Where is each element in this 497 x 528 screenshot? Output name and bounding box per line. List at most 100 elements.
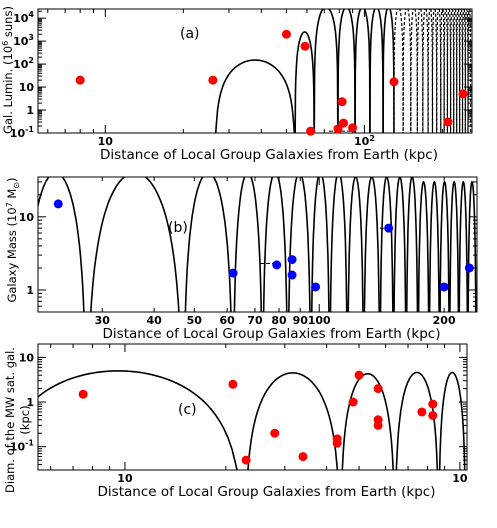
panel-label: (b) <box>168 220 188 236</box>
curve-lobe <box>184 177 232 312</box>
x-tick-label: 30 <box>95 314 111 327</box>
y-tick-label: 102 <box>13 56 34 71</box>
data-point <box>458 89 468 99</box>
data-point <box>298 452 308 462</box>
y-tick-label: 104 <box>13 10 34 25</box>
data-point <box>332 434 342 444</box>
curve-lobe <box>341 373 394 470</box>
ticks <box>38 9 472 134</box>
data-point <box>389 77 399 87</box>
data-point <box>337 97 347 107</box>
curve-lobe <box>310 177 330 312</box>
y-axis-label: (kpc) <box>18 405 32 434</box>
curve-lobe <box>464 9 469 133</box>
curve-lobe <box>443 9 448 133</box>
ticks <box>38 177 477 313</box>
curve-lobe <box>379 177 394 312</box>
curve-lobe <box>416 9 424 133</box>
y-axis-label: Galaxy Mass (107 M⊙) <box>5 177 21 302</box>
y-tick-label: 1 <box>26 104 34 117</box>
data-point <box>373 420 383 430</box>
curve-lobe <box>363 177 380 312</box>
data-point <box>53 199 63 209</box>
data-point <box>241 455 251 465</box>
curve-lobe <box>347 177 364 312</box>
curve-lobe <box>439 180 450 312</box>
x-axis-label: Distance of Local Group Galaxies from Ea… <box>103 326 441 342</box>
data-point <box>75 75 85 85</box>
data-point <box>287 255 297 265</box>
x-tick-label: 200 <box>433 314 456 327</box>
y-tick-label: 10 <box>19 211 35 224</box>
data-point <box>354 370 364 380</box>
x-tick-label: 90 <box>293 314 309 327</box>
data-point <box>417 407 427 417</box>
curve-lobe <box>417 180 430 312</box>
curve-lobe <box>436 9 442 133</box>
panel-label: (a) <box>180 26 200 42</box>
y-tick-label: 1 <box>26 396 34 409</box>
x-tick-label: 70 <box>247 314 263 327</box>
curve-lobe <box>453 9 458 133</box>
curve-lobe <box>431 9 438 133</box>
curve-lobe <box>337 9 356 133</box>
curve-lobe <box>428 180 440 312</box>
data-point <box>373 384 383 394</box>
x-tick-label: 10 <box>452 472 468 485</box>
plot-frame <box>37 8 473 134</box>
data-point <box>348 397 358 407</box>
y-tick-label: 1 <box>26 284 34 297</box>
x-tick-label: 50 <box>187 314 203 327</box>
data-point <box>348 123 358 133</box>
theory-curve <box>38 177 477 312</box>
data-point <box>311 282 321 292</box>
data-point <box>428 399 438 409</box>
curve-lobe <box>395 371 439 470</box>
x-tick-label: 102 <box>354 134 375 148</box>
curve-lobe <box>369 9 384 133</box>
x-tick-label: 100 <box>308 314 331 327</box>
curve-lobe <box>38 370 238 470</box>
data-point <box>78 389 88 399</box>
data-point <box>300 41 310 51</box>
data-point <box>270 428 280 438</box>
curve-lobe <box>294 31 315 133</box>
x-tick-label: 80 <box>271 314 287 327</box>
curve-lobe <box>38 177 85 312</box>
y-tick-label: 103 <box>13 33 34 48</box>
data-point <box>439 282 449 292</box>
plot-frame <box>37 343 468 471</box>
curve-lobe <box>313 9 339 133</box>
curve-lobe <box>214 59 296 133</box>
curve-lobe <box>329 177 348 312</box>
data-point <box>338 118 348 128</box>
curve-lobe <box>459 9 464 133</box>
theory-curve <box>38 370 466 470</box>
data-point <box>272 260 282 270</box>
curve-lobe <box>410 9 418 133</box>
curve-lobe <box>467 180 477 312</box>
curve-lobe <box>449 180 460 312</box>
x-axis-label: Distance of Local Group Galaxies from Ea… <box>98 484 436 500</box>
curve-lobe <box>461 9 466 133</box>
curve-lobe <box>288 177 311 312</box>
y-tick-label: 10 <box>19 81 35 94</box>
data-point <box>228 268 238 278</box>
data-point <box>208 75 218 85</box>
curve-lobe <box>440 9 445 133</box>
curve-lobe <box>427 9 434 133</box>
plot-frame <box>37 176 478 313</box>
x-tick-label: 10 <box>98 135 114 148</box>
data-point <box>287 270 297 280</box>
curve-lobe <box>405 177 419 312</box>
data-point <box>228 379 238 389</box>
panel-label: (c) <box>178 402 197 418</box>
data-point <box>443 117 453 127</box>
curve-lobe <box>393 9 404 133</box>
x-axis-label: Distance of Local Group Galaxies from Ea… <box>100 147 438 163</box>
curve-lobe <box>458 180 469 312</box>
data-point <box>306 126 316 136</box>
data-point <box>281 29 291 39</box>
